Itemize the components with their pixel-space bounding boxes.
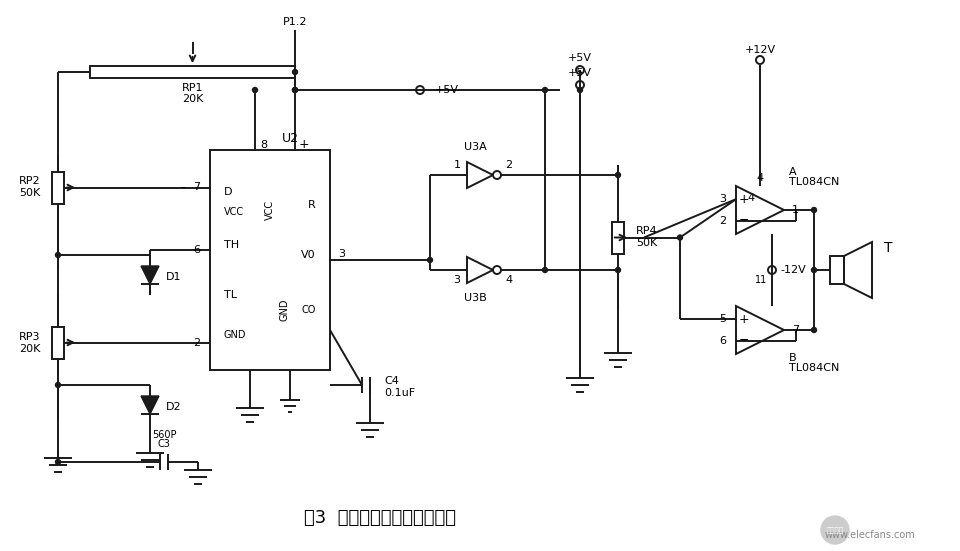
Text: 6: 6 <box>193 245 200 255</box>
Text: U2: U2 <box>281 132 299 144</box>
Text: RP3: RP3 <box>18 332 40 342</box>
Text: D: D <box>224 187 232 197</box>
Text: P1.2: P1.2 <box>283 17 307 27</box>
Text: +5V: +5V <box>568 68 592 78</box>
Text: D1: D1 <box>166 272 181 282</box>
Circle shape <box>56 382 60 387</box>
Text: 50K: 50K <box>636 239 658 249</box>
Text: 5: 5 <box>719 314 726 324</box>
Text: TL084CN: TL084CN <box>789 177 839 187</box>
Text: −: − <box>739 334 749 347</box>
Text: B: B <box>789 353 797 363</box>
Circle shape <box>56 252 60 257</box>
Circle shape <box>293 88 298 93</box>
Circle shape <box>811 208 817 213</box>
Text: 50K: 50K <box>19 188 40 198</box>
Circle shape <box>615 267 620 273</box>
Text: +12V: +12V <box>744 45 776 55</box>
Text: 6: 6 <box>719 336 726 346</box>
Text: GND: GND <box>280 299 290 321</box>
Circle shape <box>427 257 433 262</box>
Text: RP2: RP2 <box>18 176 40 186</box>
Text: 7: 7 <box>193 182 200 192</box>
Text: D2: D2 <box>166 402 181 412</box>
Text: 电子发烧: 电子发烧 <box>827 527 844 533</box>
Text: 7: 7 <box>792 325 799 335</box>
Text: GND: GND <box>224 330 247 340</box>
Text: 0.1uF: 0.1uF <box>384 388 415 398</box>
Circle shape <box>615 172 620 177</box>
Text: +: + <box>299 138 310 152</box>
Circle shape <box>542 267 547 273</box>
Text: CO: CO <box>301 305 316 315</box>
Text: U3B: U3B <box>464 293 487 303</box>
Text: 3: 3 <box>339 249 346 259</box>
Polygon shape <box>141 396 159 414</box>
Circle shape <box>293 88 298 93</box>
Text: C3: C3 <box>157 439 171 449</box>
Text: RP1: RP1 <box>181 83 204 93</box>
Text: TL084CN: TL084CN <box>789 363 839 373</box>
Text: A: A <box>789 167 797 177</box>
Text: TL: TL <box>224 290 237 300</box>
Text: TH: TH <box>224 240 239 250</box>
Text: 20K: 20K <box>18 343 40 354</box>
Bar <box>830 256 844 284</box>
Text: -12V: -12V <box>780 265 805 275</box>
Text: 560P: 560P <box>152 430 177 440</box>
Bar <box>52 171 64 203</box>
Text: −: − <box>739 214 749 228</box>
Text: 图3  超声波传感器的发射电路: 图3 超声波传感器的发射电路 <box>304 509 456 527</box>
Circle shape <box>811 267 817 273</box>
Text: 8: 8 <box>260 140 267 150</box>
Text: 4: 4 <box>756 173 763 183</box>
Text: 1: 1 <box>453 160 461 170</box>
Polygon shape <box>141 266 159 284</box>
Text: V0: V0 <box>301 250 316 260</box>
Circle shape <box>821 516 849 544</box>
Text: T: T <box>884 241 892 255</box>
Text: VCC: VCC <box>265 200 275 220</box>
Text: 4: 4 <box>505 275 513 285</box>
Circle shape <box>252 88 257 93</box>
Text: 2: 2 <box>505 160 513 170</box>
Text: -: - <box>180 181 185 194</box>
Circle shape <box>56 460 60 464</box>
Text: U3A: U3A <box>464 142 487 152</box>
Text: +5V: +5V <box>568 53 592 63</box>
Circle shape <box>542 88 547 93</box>
Text: 4: 4 <box>748 193 755 203</box>
Bar <box>612 222 624 253</box>
Text: VCC: VCC <box>224 207 244 217</box>
Text: www.elecfans.com: www.elecfans.com <box>825 530 916 540</box>
Bar <box>52 327 64 359</box>
Circle shape <box>678 235 683 240</box>
Text: +: + <box>738 313 750 326</box>
Text: 3: 3 <box>719 194 726 204</box>
Circle shape <box>811 327 817 332</box>
Text: +: + <box>738 193 750 206</box>
Circle shape <box>578 88 583 93</box>
Text: 2: 2 <box>193 338 200 348</box>
Text: 3: 3 <box>453 275 461 285</box>
Text: 11: 11 <box>755 275 767 285</box>
Text: 1: 1 <box>792 205 799 215</box>
Text: +5V: +5V <box>435 85 459 95</box>
Text: 20K: 20K <box>181 94 204 104</box>
Text: C4: C4 <box>384 376 398 386</box>
Circle shape <box>293 69 298 74</box>
Text: RP4: RP4 <box>636 226 658 236</box>
Text: 2: 2 <box>719 216 726 226</box>
Bar <box>90 66 295 78</box>
Bar <box>210 150 330 370</box>
Text: R: R <box>308 200 316 210</box>
